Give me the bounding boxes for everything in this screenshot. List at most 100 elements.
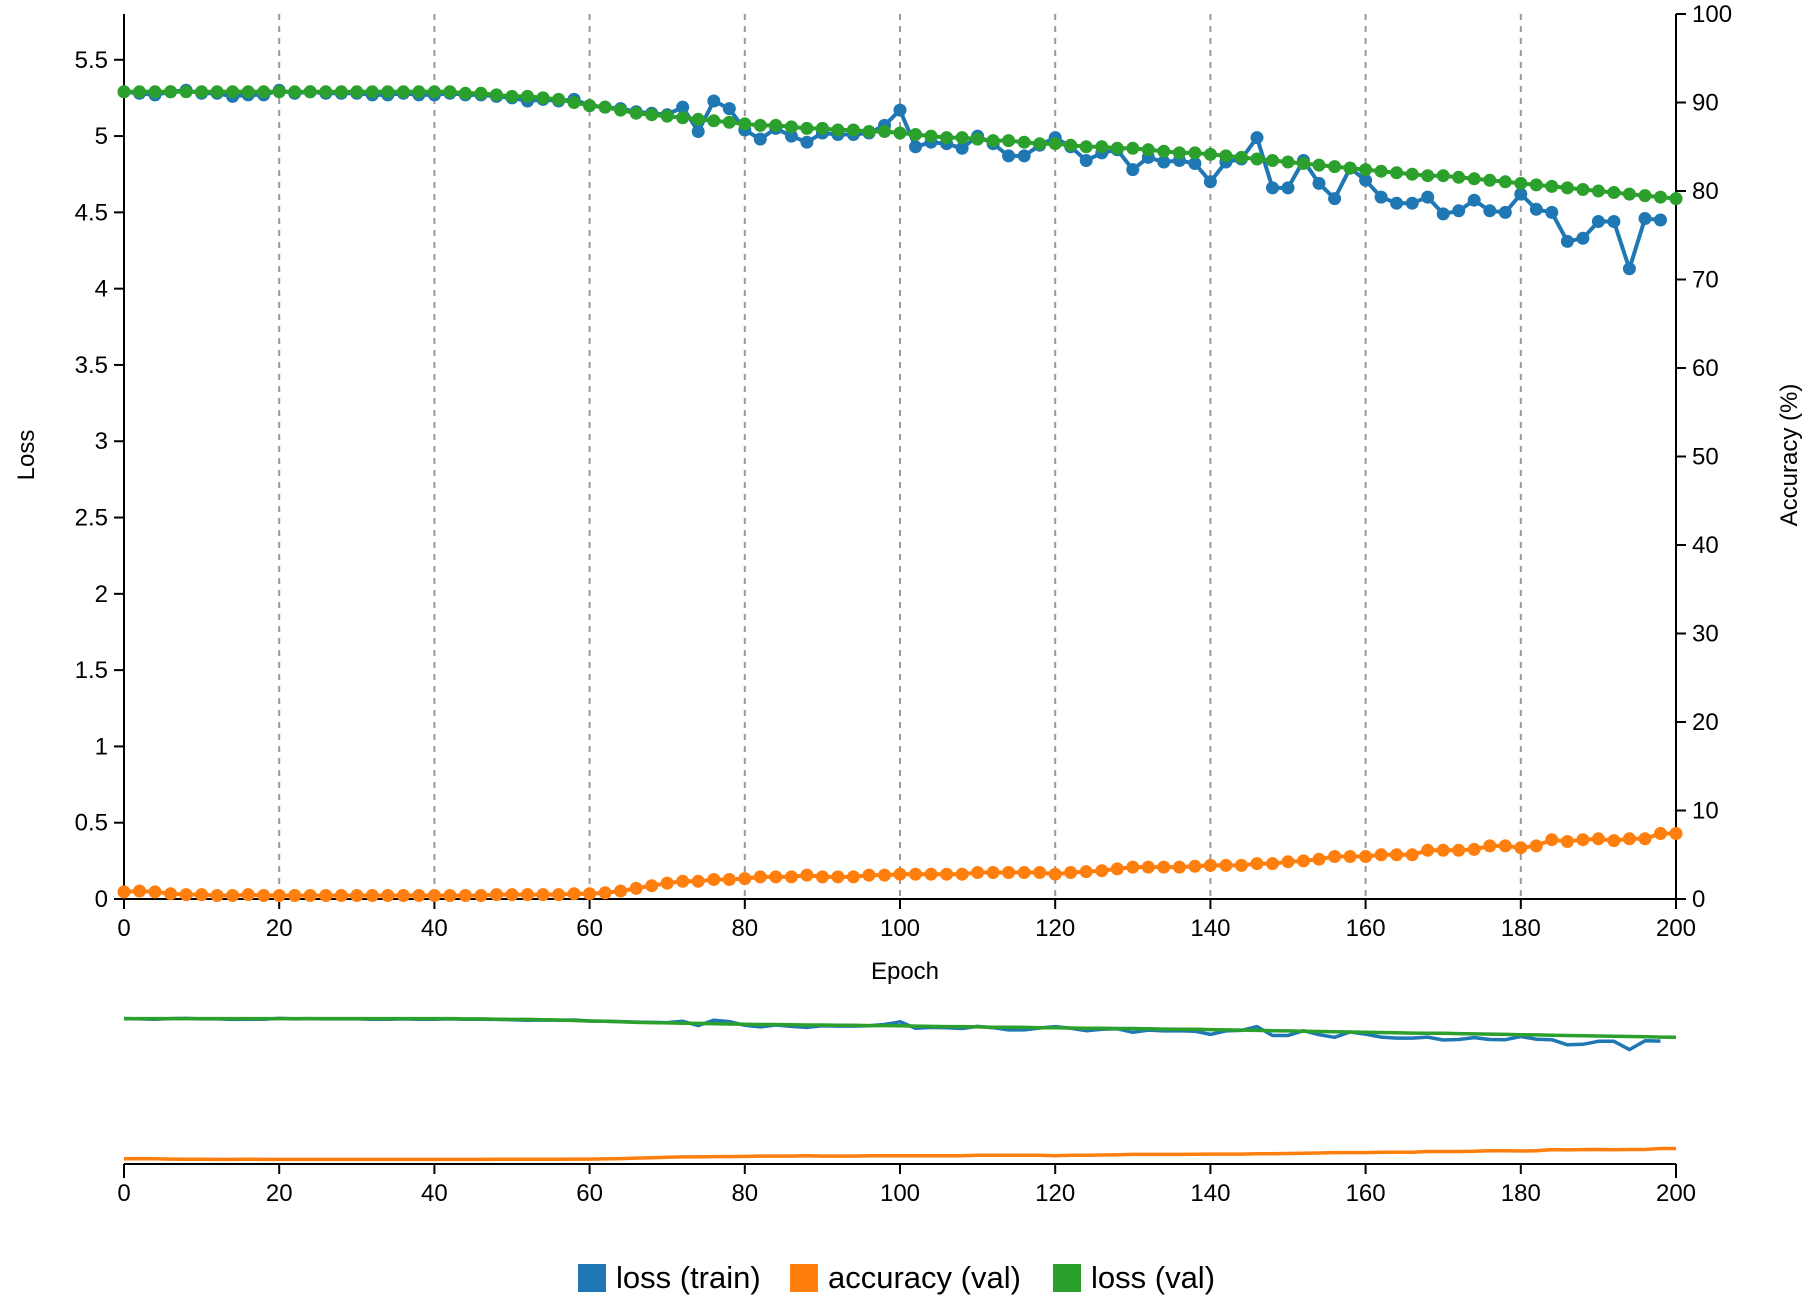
data-point-loss-train [1467, 193, 1481, 207]
data-point-accuracy-val [1405, 848, 1419, 862]
legend: loss (train) accuracy (val) loss (val) [578, 1260, 1215, 1295]
data-point-accuracy-val [412, 889, 426, 902]
data-point-loss-train [1374, 190, 1388, 204]
data-point-accuracy-val [738, 872, 752, 886]
data-point-loss-val [505, 89, 519, 103]
left-y-tick-label: 1 [95, 733, 108, 760]
data-point-loss-train [1514, 187, 1528, 201]
left-y-tick-label: 0.5 [75, 810, 108, 837]
data-point-loss-val [1312, 158, 1326, 172]
data-point-accuracy-val [1560, 835, 1574, 848]
data-point-loss-train [1576, 231, 1590, 245]
data-point-accuracy-val [1638, 832, 1652, 846]
data-point-accuracy-val [567, 887, 581, 901]
data-point-loss-val [1328, 160, 1342, 174]
data-point-loss-val [800, 121, 814, 135]
data-point-loss-train [909, 140, 922, 154]
left-y-tick-label: 2 [95, 581, 108, 608]
data-point-accuracy-val [1203, 858, 1217, 872]
data-point-accuracy-val [1436, 843, 1450, 857]
data-point-loss-val [1219, 149, 1233, 163]
data-point-loss-train [1328, 192, 1342, 206]
data-point-accuracy-val [1669, 827, 1683, 840]
data-point-accuracy-val [226, 889, 240, 902]
data-point-accuracy-val [1095, 864, 1109, 878]
data-point-loss-val [924, 129, 938, 143]
data-point-loss-train [1390, 196, 1404, 210]
overview-brush-panel[interactable]: 0 20 40 60 80 100 120 140 160 180 200 [117, 1016, 1696, 1207]
x-tick-label: 120 [1035, 915, 1075, 942]
overview-x-tick-label: 120 [1035, 1180, 1075, 1207]
data-point-accuracy-val [1033, 866, 1047, 879]
data-point-loss-val [691, 112, 705, 126]
data-point-accuracy-val [1219, 858, 1233, 872]
data-point-loss-val [1483, 173, 1497, 187]
data-point-accuracy-val [784, 870, 798, 884]
data-point-accuracy-val [381, 889, 395, 902]
data-point-loss-val [1436, 169, 1450, 183]
data-point-loss-train [676, 100, 690, 114]
data-point-loss-val [583, 99, 597, 113]
left-y-tick-label: 2.5 [75, 505, 108, 532]
data-point-loss-val [629, 106, 643, 120]
data-point-loss-val [1591, 184, 1605, 198]
data-point-accuracy-val [303, 889, 317, 902]
data-point-loss-val [458, 86, 472, 100]
data-point-loss-val [831, 123, 845, 137]
data-point-accuracy-val [427, 889, 441, 902]
data-point-accuracy-val [1234, 858, 1248, 872]
data-point-loss-val [195, 85, 209, 99]
data-point-loss-val [1281, 155, 1295, 169]
x-tick-label: 0 [117, 915, 130, 942]
x-tick-label: 20 [266, 915, 293, 942]
right-y-tick-label: 100 [1692, 1, 1732, 28]
data-point-loss-train [1126, 163, 1140, 177]
data-point-accuracy-val [815, 870, 829, 884]
left-y-tick-label: 3.5 [75, 352, 108, 379]
overview-x-tick-label: 140 [1190, 1180, 1230, 1207]
data-point-loss-train [1017, 149, 1031, 163]
data-point-loss-train [1421, 190, 1435, 204]
left-y-tick-label: 4.5 [75, 199, 108, 226]
data-point-loss-train [1560, 234, 1574, 248]
left-y-tick-label: 1.5 [75, 657, 108, 684]
data-point-accuracy-val [707, 873, 721, 886]
data-point-loss-val [396, 85, 410, 99]
data-point-loss-val [1266, 154, 1279, 167]
right-y-tick-label: 50 [1692, 444, 1719, 471]
data-point-accuracy-val [1157, 860, 1171, 874]
data-point-loss-val [1079, 140, 1093, 154]
data-point-loss-train [1498, 205, 1512, 219]
data-point-loss-val [350, 85, 364, 99]
data-point-accuracy-val [1374, 848, 1388, 862]
data-point-loss-val [1498, 175, 1512, 189]
data-point-loss-train [893, 103, 907, 117]
y-axis-left-title: Loss [13, 430, 40, 481]
data-point-accuracy-val [350, 889, 364, 902]
data-point-loss-val [1203, 147, 1217, 161]
vertical-grid [278, 14, 1677, 899]
data-point-loss-val [1514, 176, 1528, 190]
data-point-loss-val [1576, 183, 1590, 196]
right-y-tick-label: 30 [1692, 621, 1719, 648]
data-point-accuracy-val [210, 889, 224, 902]
data-point-accuracy-val [1281, 855, 1295, 869]
data-point-accuracy-val [986, 866, 1000, 879]
data-point-loss-val [1374, 164, 1388, 178]
data-point-loss-val [1529, 178, 1543, 192]
data-point-accuracy-val [1250, 857, 1264, 871]
data-point-loss-train [691, 125, 705, 138]
data-point-loss-val [846, 123, 860, 137]
overview-x-tick-label: 60 [576, 1180, 603, 1207]
data-point-accuracy-val [1545, 833, 1559, 847]
data-point-accuracy-val [443, 889, 457, 902]
data-point-accuracy-val [645, 879, 659, 893]
data-point-accuracy-val [862, 868, 876, 882]
data-point-accuracy-val [1359, 850, 1373, 863]
left-y-tick-label: 5 [95, 123, 108, 150]
data-point-accuracy-val [1421, 843, 1435, 857]
data-point-loss-train [784, 129, 798, 143]
data-point-accuracy-val [924, 867, 938, 881]
data-point-accuracy-val [505, 888, 519, 902]
